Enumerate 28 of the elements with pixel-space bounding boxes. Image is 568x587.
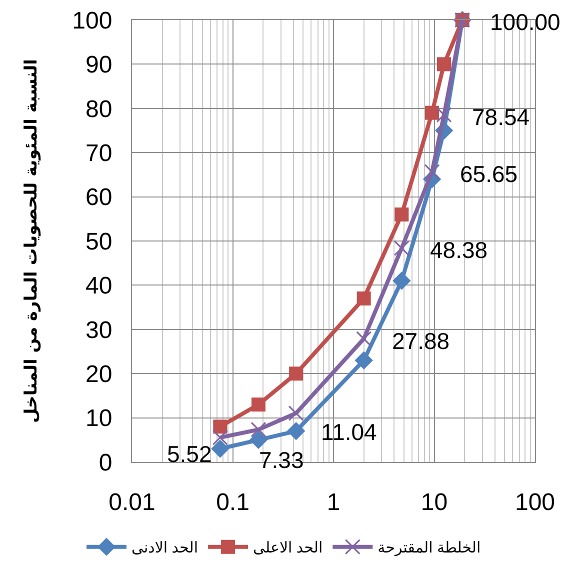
data-label: 100.00 [490,9,560,35]
y-tick-label: 30 [85,316,112,344]
data-label: 48.38 [430,237,488,263]
y-tick-label: 0 [98,449,112,476]
legend-label: الخلطة المقترحة [378,540,481,557]
data-label: 78.54 [472,104,530,130]
y-tick-label: 90 [85,52,112,79]
y-tick-label: 20 [85,361,112,388]
y-tick-label: 40 [85,272,112,300]
y-tick-label: 50 [85,228,112,256]
x-tick-label: 100 [514,488,556,516]
legend-label: الحد الاعلى [253,540,323,557]
legend-label: الحد الادنى [132,540,198,557]
data-label: 7.33 [259,447,304,473]
y-tick-label: 70 [85,140,112,167]
y-tick-label: 80 [85,96,112,123]
data-label: 27.88 [392,328,450,354]
x-tick-label: 0.1 [216,488,250,516]
data-label: 11.04 [321,419,378,445]
y-tick-label: 60 [85,184,112,212]
y-tick-label: 10 [85,405,112,432]
x-tick-label: 1 [326,488,340,516]
x-tick-label: 10 [420,488,448,516]
y-axis-title: النسبة المئوية للحصويات المارة من المناخل [22,58,42,424]
x-tick-label: 0.01 [108,488,156,516]
data-label: 65.65 [460,161,518,187]
data-label: 5.52 [167,441,212,467]
y-tick-label: 100 [72,7,112,34]
